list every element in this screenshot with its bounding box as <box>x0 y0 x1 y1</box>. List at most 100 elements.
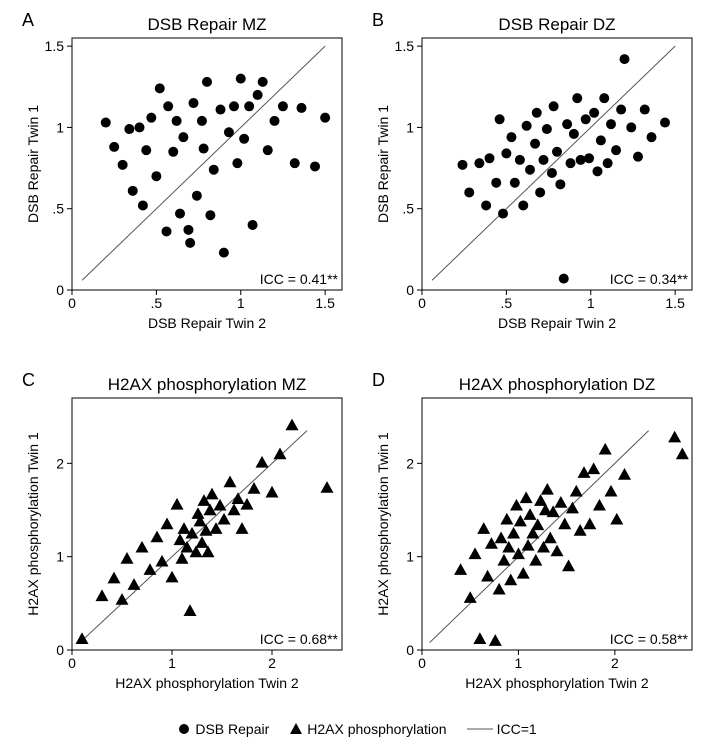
legend-circle-icon <box>177 722 191 736</box>
data-point <box>497 554 510 566</box>
data-point <box>618 468 631 480</box>
data-point <box>554 496 567 508</box>
data-point <box>141 145 151 155</box>
data-point <box>310 161 320 171</box>
data-point <box>224 127 234 137</box>
data-point <box>136 541 149 553</box>
data-point <box>290 158 300 168</box>
data-point <box>229 101 239 111</box>
icc-text: ICC = 0.41** <box>260 271 339 287</box>
data-point <box>458 160 468 170</box>
data-point <box>542 124 552 134</box>
panel-title: H2AX phosphorylation MZ <box>108 375 306 394</box>
legend-label: ICC=1 <box>497 721 537 737</box>
data-point <box>552 147 562 157</box>
data-point <box>620 54 630 64</box>
data-point <box>531 518 544 530</box>
xlabel: DSB Repair Twin 2 <box>148 315 266 331</box>
data-point <box>525 165 535 175</box>
ytick-label: 0 <box>406 642 414 658</box>
data-point <box>541 483 554 495</box>
panel-title: DSB Repair MZ <box>147 15 266 34</box>
data-point <box>507 527 520 539</box>
plot-frame <box>422 398 692 650</box>
xtick-label: 1 <box>168 655 176 671</box>
data-point <box>263 145 273 155</box>
data-point <box>473 632 486 644</box>
data-point <box>168 147 178 157</box>
data-point <box>593 166 603 176</box>
data-point <box>547 168 557 178</box>
legend-line-icon <box>467 722 493 736</box>
data-point <box>124 124 134 134</box>
ylabel: H2AX phosphorylation Twin 1 <box>25 432 41 616</box>
legend-label: DSB Repair <box>195 721 269 737</box>
data-point <box>185 238 195 248</box>
data-point <box>668 431 681 443</box>
data-point <box>506 132 516 142</box>
figure: 0.511.50.511.5DSB Repair Twin 2DSB Repai… <box>0 0 714 745</box>
ytick-label: 1 <box>56 549 64 565</box>
data-point <box>566 502 579 514</box>
legend-item: H2AX phosphorylation <box>289 721 446 737</box>
ylabel: DSB Repair Twin 1 <box>375 105 391 223</box>
ytick-label: 0 <box>406 282 414 298</box>
ytick-label: 0 <box>56 642 64 658</box>
data-point <box>640 105 650 115</box>
data-point <box>224 476 237 488</box>
data-point <box>464 187 474 197</box>
data-point <box>583 518 596 530</box>
data-point <box>532 108 542 118</box>
data-point <box>128 578 141 590</box>
data-point <box>570 485 583 497</box>
data-point <box>228 504 241 516</box>
data-point <box>266 486 279 498</box>
data-point <box>214 499 227 511</box>
data-point <box>477 522 490 534</box>
data-point <box>574 524 587 536</box>
data-point <box>515 155 525 165</box>
data-point <box>96 589 109 601</box>
data-point <box>209 165 219 175</box>
legend-label: H2AX phosphorylation <box>307 721 446 737</box>
data-point <box>501 148 511 158</box>
data-point <box>183 225 193 235</box>
data-point <box>481 570 494 582</box>
data-point <box>128 186 138 196</box>
data-point <box>216 105 226 115</box>
legend-item: ICC=1 <box>467 721 537 737</box>
data-point <box>171 498 184 510</box>
data-point <box>572 93 582 103</box>
data-point <box>236 522 249 534</box>
panel-letter: C <box>22 370 35 390</box>
panel-a: 0.511.50.511.5DSB Repair Twin 2DSB Repai… <box>20 8 350 338</box>
data-point <box>118 160 128 170</box>
data-point <box>178 522 191 534</box>
panel-letter: B <box>372 10 384 30</box>
data-point <box>108 572 121 584</box>
data-point <box>155 83 165 93</box>
data-point <box>178 132 188 142</box>
panel-title: DSB Repair DZ <box>498 15 615 34</box>
data-point <box>544 532 557 544</box>
data-point <box>219 248 229 258</box>
xtick-label: 1.5 <box>665 295 685 311</box>
data-point <box>676 448 689 460</box>
ytick-label: 1.5 <box>395 38 415 54</box>
data-point <box>163 101 173 111</box>
icc-line <box>432 46 675 280</box>
data-point <box>256 456 269 468</box>
data-point <box>633 152 643 162</box>
ylabel: DSB Repair Twin 1 <box>25 105 41 223</box>
data-point <box>611 145 621 155</box>
xtick-label: .5 <box>501 295 513 311</box>
panel-letter: D <box>372 370 385 390</box>
ylabel: H2AX phosphorylation Twin 1 <box>375 432 391 616</box>
data-point <box>161 518 174 530</box>
legend-item: DSB Repair <box>177 721 269 737</box>
data-point <box>495 532 508 544</box>
data-point <box>562 119 572 129</box>
xtick-label: 0 <box>68 655 76 671</box>
data-point <box>156 555 169 567</box>
data-point <box>101 118 111 128</box>
